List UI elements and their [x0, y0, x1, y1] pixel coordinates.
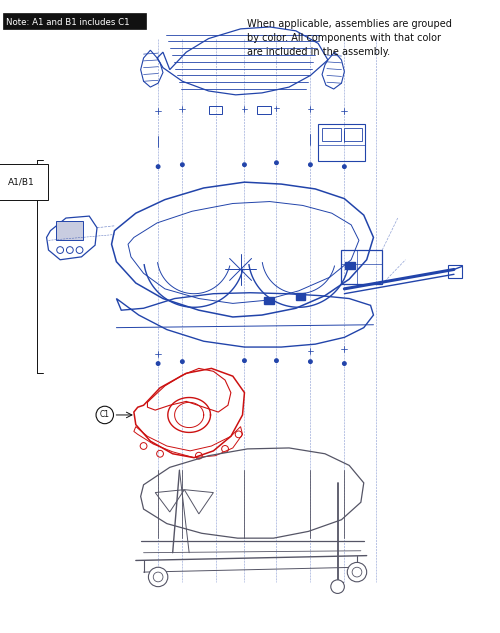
- Text: When applicable, assemblies are grouped
by color. All components with that color: When applicable, assemblies are grouped …: [248, 19, 452, 57]
- Circle shape: [348, 562, 366, 582]
- Circle shape: [156, 165, 160, 168]
- Bar: [344, 128, 362, 141]
- Circle shape: [242, 163, 246, 166]
- Circle shape: [76, 247, 83, 253]
- Bar: [208, 106, 222, 114]
- Bar: [56, 221, 84, 241]
- Circle shape: [308, 163, 312, 166]
- Bar: [257, 106, 270, 114]
- Circle shape: [331, 580, 344, 594]
- Bar: [448, 265, 462, 278]
- Circle shape: [96, 406, 114, 423]
- Circle shape: [56, 247, 64, 253]
- Bar: [318, 124, 364, 161]
- Circle shape: [274, 161, 278, 165]
- Bar: [3, 13, 146, 29]
- Bar: [346, 261, 355, 270]
- Bar: [296, 292, 304, 299]
- Text: Note: A1 and B1 includes C1: Note: A1 and B1 includes C1: [6, 18, 130, 27]
- Circle shape: [242, 359, 246, 362]
- Bar: [342, 250, 382, 284]
- Text: C1: C1: [100, 410, 110, 420]
- Circle shape: [66, 247, 73, 253]
- Circle shape: [308, 360, 312, 363]
- Circle shape: [154, 572, 163, 582]
- Circle shape: [180, 163, 184, 166]
- Circle shape: [148, 567, 168, 587]
- Bar: [264, 297, 274, 304]
- Circle shape: [274, 359, 278, 362]
- Circle shape: [352, 567, 362, 577]
- Circle shape: [180, 360, 184, 363]
- Bar: [322, 128, 342, 141]
- Circle shape: [342, 165, 346, 168]
- Text: A1/B1: A1/B1: [8, 178, 34, 187]
- Circle shape: [156, 362, 160, 365]
- Circle shape: [342, 362, 346, 365]
